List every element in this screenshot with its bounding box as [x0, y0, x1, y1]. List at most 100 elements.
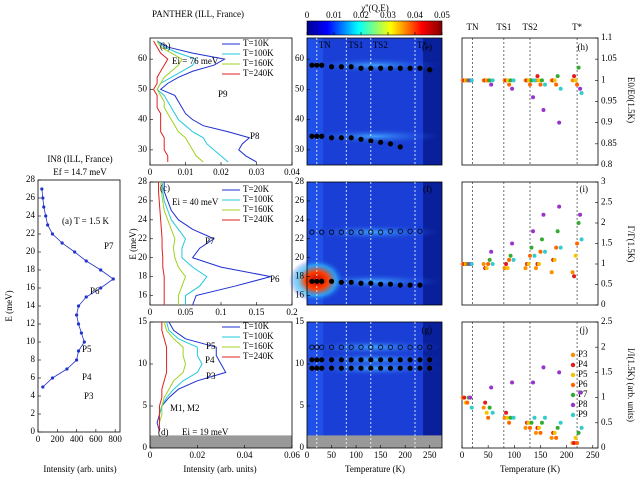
data-point: [368, 357, 374, 363]
legend-swatch: [570, 392, 576, 398]
data-point: [397, 282, 403, 288]
data-point: [504, 410, 509, 415]
data-point: [578, 390, 583, 395]
x-tick-label: 0: [305, 450, 310, 460]
y-tick-label: 5: [143, 400, 148, 410]
heatmap-glow: [307, 224, 442, 241]
annotation: P4: [82, 372, 92, 382]
x-tick-label: 200: [398, 450, 412, 460]
data-point: [557, 370, 562, 375]
data-point: [368, 365, 374, 371]
data-point: [481, 262, 486, 266]
data-point: [387, 365, 394, 371]
data-point: [502, 266, 507, 271]
data-point: [529, 245, 534, 250]
legend-swatch: [570, 412, 576, 418]
data-point: [338, 229, 344, 235]
tick-label: 0.02: [353, 10, 369, 20]
data-point: [578, 212, 583, 217]
y-tick-label: 30: [138, 144, 148, 154]
data-point: [542, 249, 547, 254]
data-point: [504, 262, 509, 266]
colorbar: [306, 20, 443, 36]
y-tick-label: 22: [26, 228, 35, 238]
data-point: [309, 278, 315, 284]
data-point: [319, 365, 325, 371]
data-point: [532, 78, 537, 83]
axes-frame: [306, 321, 443, 449]
data-point: [338, 344, 344, 350]
data-point: [358, 229, 364, 235]
x-axis-label: Temperature (K): [500, 464, 560, 474]
tick-label: 0.04: [407, 10, 423, 20]
heatmap-cold: [423, 322, 442, 448]
data-point: [526, 262, 531, 266]
data-point: [579, 237, 584, 242]
data-point: [309, 365, 315, 371]
data-point: [397, 228, 403, 234]
y-tick-label: 14: [26, 300, 36, 310]
data-point: [487, 257, 492, 262]
y-tick-label: 0.5: [601, 279, 613, 289]
data-point: [338, 135, 344, 141]
spectrum-line: [156, 40, 204, 163]
data-point: [554, 435, 559, 440]
legend-label: T=160K: [243, 341, 274, 351]
x-tick-label: 50: [484, 450, 494, 460]
data-point: [378, 357, 384, 363]
legend-label: T=240K: [243, 214, 274, 224]
x-tick-label: 600: [89, 434, 103, 444]
data-point: [42, 205, 46, 209]
data-point: [489, 385, 494, 390]
marker-label: TS2: [373, 40, 388, 50]
x-tick-label: 100: [349, 450, 363, 460]
heatmap-bg: [307, 38, 442, 165]
data-point: [407, 344, 413, 350]
data-point: [510, 380, 515, 385]
data-point: [536, 425, 541, 430]
data-point: [538, 430, 543, 435]
annotation: Ei = 76 meV: [172, 56, 219, 66]
x-axis-label: Intensity (arb. units): [43, 464, 116, 474]
data-point: [338, 64, 344, 70]
marker-label: TS1: [348, 40, 363, 50]
y-tick-label: 2.5: [601, 316, 613, 326]
data-point: [511, 78, 516, 83]
data-point: [555, 425, 560, 430]
data-point: [554, 245, 559, 250]
x-tick-label: 400: [70, 434, 84, 444]
spectrum-line: [156, 40, 229, 163]
x-tick-label: 200: [51, 434, 65, 444]
y-axis-label: E0/E0(1.5K): [626, 77, 636, 123]
data-point: [542, 415, 547, 420]
spectrum-line: [163, 182, 271, 306]
y-tick-label: 0: [143, 442, 148, 452]
data-point: [348, 229, 354, 235]
annotation: P3: [206, 371, 216, 381]
data-point: [417, 282, 423, 288]
data-point: [523, 425, 528, 430]
data-point: [469, 405, 474, 410]
data-point: [579, 425, 584, 430]
x-tick-label: 0.01: [178, 167, 194, 177]
annotation: P7: [104, 241, 114, 251]
data-point: [407, 282, 413, 288]
marker-label: TN: [466, 22, 478, 32]
data-point: [74, 358, 79, 362]
title: χ''(Q,E): [360, 3, 388, 13]
spectrum-line: [156, 40, 257, 163]
data-point: [348, 279, 354, 285]
data-point: [554, 82, 559, 87]
data-point: [532, 415, 537, 420]
annotation: (e): [422, 42, 432, 52]
x-tick-label: 0.04: [237, 450, 253, 460]
data-point: [328, 64, 335, 70]
legend-swatch: [570, 362, 576, 368]
legend-label: P8: [578, 399, 588, 409]
data-point: [510, 241, 515, 246]
data-point: [484, 410, 489, 415]
y-tick-label: 0.8: [601, 159, 613, 169]
y-tick-label: 16: [138, 290, 148, 300]
y-tick-label: 2: [601, 217, 606, 227]
data-point: [483, 400, 488, 405]
